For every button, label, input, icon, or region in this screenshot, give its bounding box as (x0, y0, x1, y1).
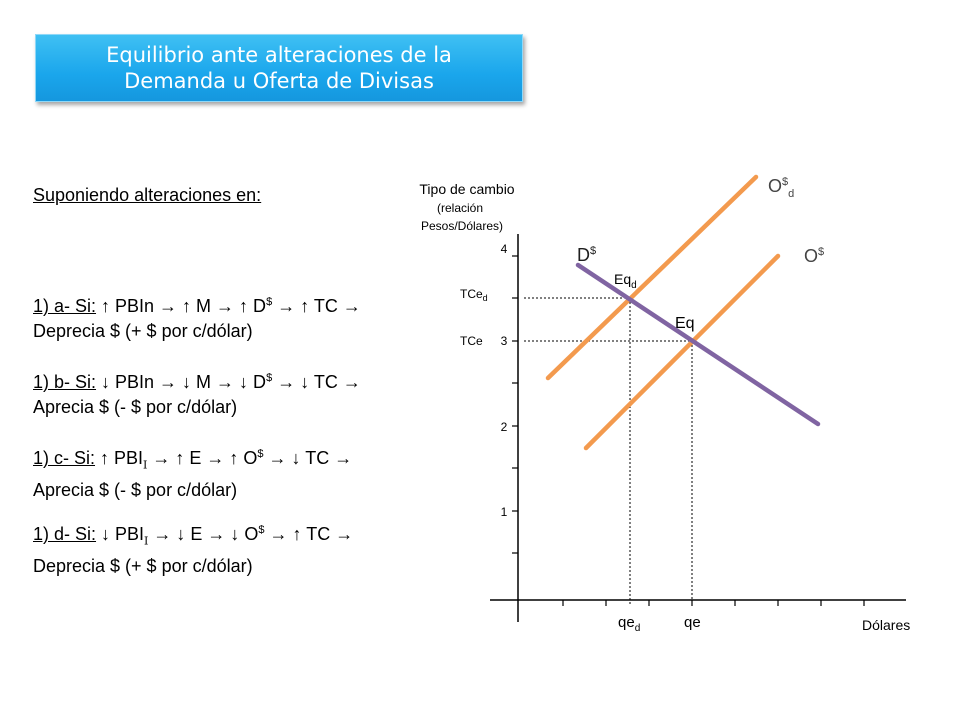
y-tick-label-1: 1 (501, 505, 508, 519)
case-a-pre: ↑ PBIn → ↑ M → ↑ D (96, 296, 267, 316)
case-d-result: Deprecia $ (+ $ por c/dólar) (33, 555, 253, 576)
tce-label: TCe (460, 334, 483, 348)
case-b: 1) b- Si: ↓ PBIn → ↓ M → ↓ D$ → ↓ TC → A… (33, 366, 361, 420)
case-c-pre: ↑ PBI (95, 448, 144, 468)
title-line-2: Demanda u Oferta de Divisas (124, 69, 434, 93)
supply-curve-d (545, 174, 759, 381)
y-tick-label-2: 2 (501, 420, 508, 434)
case-a-result: Deprecia $ (+ $ por c/dólar) (33, 321, 253, 341)
x-tick-marks (562, 600, 865, 606)
demand-curve (575, 262, 821, 427)
qed-label: qed (618, 614, 640, 634)
title-text: Equilibrio ante alteraciones de la Deman… (106, 42, 452, 94)
case-b-pre: ↓ PBIn → ↓ M → ↓ D (96, 372, 267, 392)
case-c-mid: → ↑ E → ↑ O (147, 448, 258, 468)
y-tick-label-4: 4 (501, 242, 508, 256)
case-b-result: Aprecia $ (- $ por c/dólar) (33, 397, 238, 417)
case-c-sup: $ (257, 448, 264, 460)
x-axis-title: Dólares (862, 617, 910, 633)
case-b-post: → ↓ TC → (272, 372, 361, 392)
case-d-prefix: 1) d- Si: (33, 524, 97, 544)
case-d-sub: I (144, 534, 149, 548)
y-axis-subtitle-1: (relación (437, 201, 483, 215)
title-banner: Equilibrio ante alteraciones de la Deman… (35, 34, 523, 102)
case-d: 1) d- Si: ↓ PBII → ↓ E → ↓ O$ → ↑ TC → D… (33, 518, 353, 579)
case-d-post: → ↑ TC → (264, 524, 354, 544)
case-a: 1) a- Si: ↑ PBIn → ↑ M → ↑ D$ → ↑ TC → D… (33, 290, 361, 344)
supply-d-label: O$d (768, 176, 794, 200)
y-axis-title: Tipo de cambio (419, 181, 514, 197)
case-c: 1) c- Si: ↑ PBII → ↑ E → ↑ O$ → ↓ TC → A… (33, 442, 352, 503)
equilibrium-guides (524, 297, 693, 606)
eq-label: Eq (675, 315, 695, 332)
y-axis-subtitle-2: Pesos/Dólares) (421, 219, 503, 233)
intro-heading: Suponiendo alteraciones en: (33, 185, 262, 205)
case-d-pre: ↓ PBI (96, 524, 145, 544)
case-a-sup: $ (266, 296, 273, 308)
case-c-result: Aprecia $ (- $ por c/dólar) (33, 479, 238, 500)
demand-label: D$ (577, 245, 596, 265)
title-line-1: Equilibrio ante alteraciones de la (106, 43, 452, 67)
case-a-post: → ↑ TC → (272, 296, 361, 316)
y-tick-marks (512, 255, 518, 554)
supply-curve (583, 253, 781, 451)
qe-label: qe (684, 614, 701, 631)
case-c-sub: I (143, 458, 148, 472)
eqd-label: Eqd (614, 271, 637, 291)
supply-label: O$ (804, 246, 824, 266)
case-c-prefix: 1) c- Si: (33, 448, 96, 468)
case-b-sup: $ (266, 372, 273, 384)
case-a-prefix: 1) a- Si: (33, 296, 97, 316)
case-c-post: → ↓ TC → (263, 448, 353, 468)
case-d-mid: → ↓ E → ↓ O (148, 524, 259, 544)
tced-label: TCed (460, 287, 488, 303)
y-tick-label-3: 3 (501, 334, 508, 348)
case-d-sup: $ (258, 524, 265, 536)
case-b-prefix: 1) b- Si: (33, 372, 97, 392)
